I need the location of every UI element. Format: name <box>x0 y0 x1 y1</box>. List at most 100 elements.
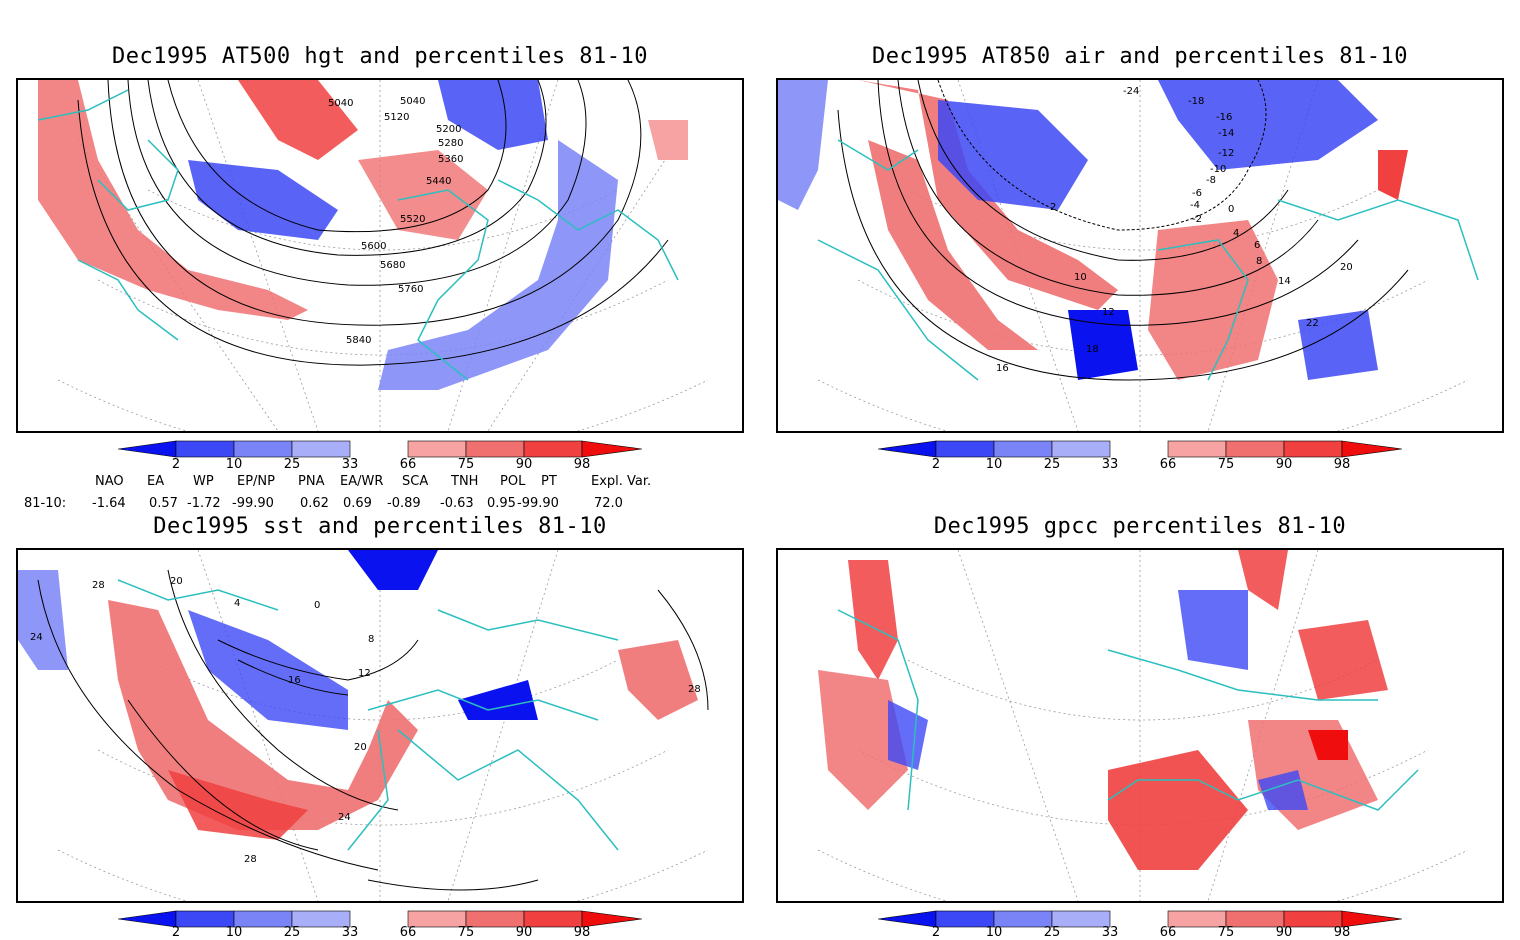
map-hgt500: 5040 5040 5120 5200 5280 5360 5440 5520 … <box>16 78 744 433</box>
contour-label: 5040 <box>400 96 425 107</box>
anomaly-blue <box>438 80 548 150</box>
cbar-label: 75 <box>1217 925 1235 940</box>
contour-label: 5600 <box>361 241 386 252</box>
anomaly-red <box>618 640 698 720</box>
cbar-label: 33 <box>1101 925 1119 940</box>
cbar-label: 2 <box>931 457 941 472</box>
anomaly-blue <box>458 680 538 720</box>
index-header: SCA <box>402 474 429 489</box>
contour-label: 8 <box>1256 256 1262 267</box>
index-header: EP/NP <box>237 474 275 489</box>
index-header: POL <box>500 474 526 489</box>
cbar-label: 10 <box>225 457 243 472</box>
contour-label: 6 <box>1254 240 1260 251</box>
index-value: -0.89 <box>387 496 421 511</box>
anomaly-red <box>818 670 908 810</box>
contour-label: 4 <box>234 598 240 609</box>
contour-label: 0 <box>314 600 320 611</box>
contour-label: 28 <box>688 684 701 695</box>
contour-label: -4 <box>1190 200 1200 211</box>
cbar-label: 90 <box>1275 925 1293 940</box>
contour-label: 5840 <box>346 335 371 346</box>
cbar-label: 25 <box>283 925 301 940</box>
index-header: PT <box>541 474 557 489</box>
contour-label: 10 <box>1074 272 1087 283</box>
cbar-label: 2 <box>171 925 181 940</box>
anomaly-blue <box>188 610 348 730</box>
index-header: TNH <box>451 474 479 489</box>
cbar-label: 75 <box>457 925 475 940</box>
cbar-label: 66 <box>1159 457 1177 472</box>
contour-label: 24 <box>338 812 351 823</box>
cbar-label: 33 <box>341 457 359 472</box>
anomaly-red <box>1148 220 1278 380</box>
cbar-label: 66 <box>399 457 417 472</box>
index-header: NAO <box>95 474 124 489</box>
anomaly-red <box>1308 730 1348 760</box>
contour-label: -12 <box>1218 148 1234 159</box>
index-row-label: 81-10: <box>24 496 67 511</box>
index-value: 72.0 <box>594 496 623 511</box>
index-value: 0.62 <box>300 496 329 511</box>
anomaly-red <box>238 80 358 160</box>
index-header: PNA <box>298 474 325 489</box>
cbar-label: 90 <box>515 457 533 472</box>
contour-label: -10 <box>1210 164 1226 175</box>
contour-label: 20 <box>1340 262 1353 273</box>
cbar-label: 66 <box>399 925 417 940</box>
anomaly-blue <box>1178 590 1248 670</box>
colorbar-labels-bottom-left: 2 10 25 33 66 75 90 98 <box>118 925 642 940</box>
contour-label: -6 <box>1192 188 1202 199</box>
anomaly-red <box>1238 550 1288 610</box>
contour-label: 28 <box>244 854 257 865</box>
index-value: -1.64 <box>92 496 126 511</box>
anomaly-blue <box>778 80 828 210</box>
cbar-label: 66 <box>1159 925 1177 940</box>
anomaly-red <box>648 120 688 160</box>
cbar-label: 90 <box>515 925 533 940</box>
anomaly-red <box>858 80 1118 350</box>
contour-label: 28 <box>92 580 105 591</box>
cbar-label: 98 <box>1333 925 1351 940</box>
cbar-label: 33 <box>341 925 359 940</box>
colorbar-labels-top-left: 2 10 25 33 66 75 90 98 <box>118 457 642 473</box>
index-header: Expl. Var. <box>591 474 652 489</box>
index-value: -99.90 <box>517 496 559 511</box>
cbar-label: 98 <box>573 925 591 940</box>
panel-title-air850: Dec1995 AT850 air and percentiles 81-10 <box>871 44 1409 69</box>
colorbar-top-right <box>878 440 1402 458</box>
contour-label: 20 <box>170 576 183 587</box>
map-gpcc <box>776 548 1504 903</box>
contour-label: 5360 <box>438 154 463 165</box>
index-value: -99.90 <box>232 496 274 511</box>
contour-label: 0 <box>1228 204 1234 215</box>
contour-label: 22 <box>1306 318 1319 329</box>
cbar-label: 10 <box>225 925 243 940</box>
anomaly-blue <box>1298 310 1378 380</box>
contour-label: -2 <box>1192 214 1202 225</box>
cbar-label: 25 <box>1043 457 1061 472</box>
cbar-label: 98 <box>573 457 591 472</box>
anomaly-blue <box>1158 80 1378 170</box>
cbar-label: 33 <box>1101 457 1119 472</box>
contour-label: 16 <box>996 363 1009 374</box>
contour-label: 24 <box>30 632 43 643</box>
colorbar-labels-bottom-right: 2 10 25 33 66 75 90 98 <box>878 925 1402 940</box>
panel-title-sst: Dec1995 sst and percentiles 81-10 <box>153 514 607 539</box>
anomaly-blue <box>888 700 928 770</box>
index-value: 0.95 <box>487 496 516 511</box>
panel-title-hgt500: Dec1995 AT500 hgt and percentiles 81-10 <box>111 44 649 69</box>
contour-label: 5200 <box>436 124 461 135</box>
contour-label: 5680 <box>380 260 405 271</box>
contour-label: 12 <box>358 668 371 679</box>
colorbar-bottom-right <box>878 910 1402 928</box>
cbar-label: 10 <box>985 457 1003 472</box>
cbar-label: 25 <box>1043 925 1061 940</box>
cbar-label: 98 <box>1333 457 1351 472</box>
contour-label: -8 <box>1206 175 1216 186</box>
cbar-label: 2 <box>171 457 181 472</box>
contour-label: 5520 <box>400 214 425 225</box>
index-header: EA/WR <box>340 474 384 489</box>
coastlines <box>37 89 679 381</box>
anomaly-blue <box>938 100 1088 210</box>
